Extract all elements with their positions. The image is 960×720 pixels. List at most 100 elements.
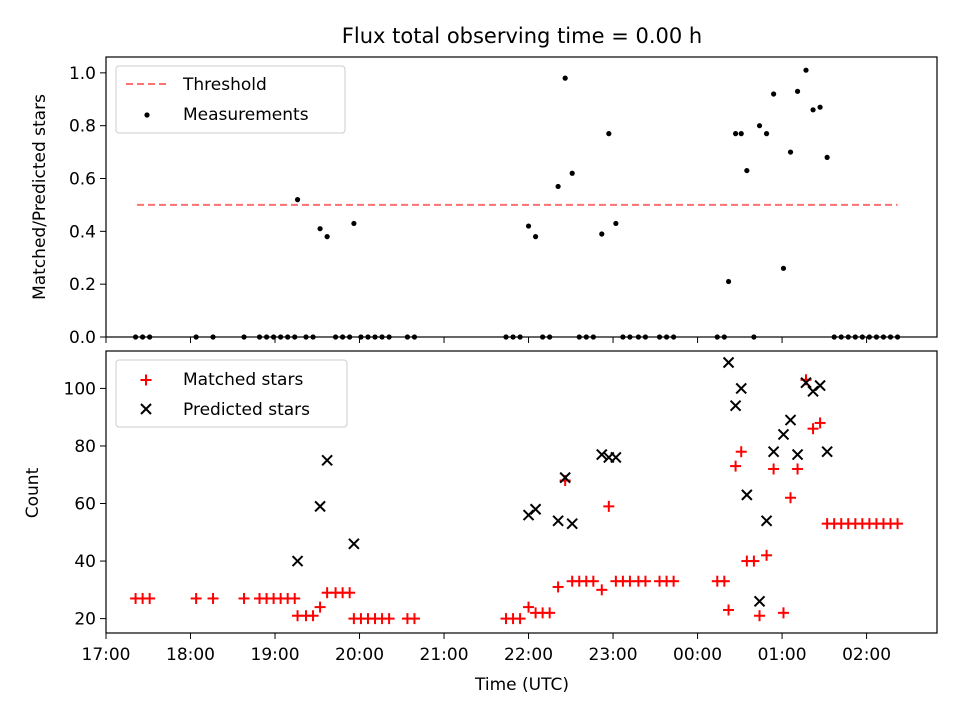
x-tick-label: 21:00 — [420, 645, 469, 665]
measurement-point — [351, 220, 357, 227]
matched-star-point — [777, 607, 789, 619]
predicted-star-point — [814, 379, 826, 392]
y-tick-label: 60 — [74, 495, 96, 515]
matched-star-point — [190, 592, 202, 604]
predicted-star-point — [314, 500, 326, 513]
matched-star-point — [514, 613, 526, 625]
measurement-point — [532, 234, 539, 240]
top-plot-frame — [105, 56, 938, 338]
predicted-star-point — [800, 376, 812, 389]
x-tick-label: 23:00 — [589, 645, 638, 665]
matched-star-point — [718, 575, 730, 587]
legend-predicted-swatch — [140, 403, 152, 415]
measurement-point — [744, 167, 750, 174]
measurement-point — [824, 154, 830, 160]
matched-star-point — [730, 460, 742, 472]
legend-matched-label: Matched stars — [183, 370, 303, 390]
matched-star-point — [785, 492, 797, 504]
x-tick-label: 01:00 — [758, 645, 807, 665]
predicted-star-point — [610, 451, 622, 464]
measurement-point — [810, 107, 816, 113]
matched-star-point — [735, 446, 747, 458]
x-tick-label: 20:00 — [335, 645, 384, 665]
predicted-star-point — [791, 448, 804, 461]
measurement-point — [569, 170, 575, 176]
measurement-point — [525, 223, 532, 229]
legend-predicted-label: Predicted stars — [183, 400, 310, 420]
top-legend: Threshold Measurements — [115, 65, 346, 134]
measurement-point — [562, 75, 568, 81]
y-tick-label: 0.6 — [69, 170, 96, 190]
top-panel-ticks: 0.0 0.2 0.4 0.6 0.8 1.0 — [69, 64, 868, 348]
measurement-point — [317, 226, 323, 232]
matched-star-point — [748, 555, 760, 567]
measurement-point — [794, 88, 801, 94]
x-tick-label: 19:00 — [251, 645, 300, 665]
predicted-star-point — [784, 414, 797, 426]
measurement-point — [555, 183, 561, 190]
predicted-star-point — [559, 471, 571, 484]
top-y-axis-label: Matched/Predicted stars — [30, 94, 50, 300]
matched-star-point — [238, 592, 250, 604]
measurement-point — [725, 278, 732, 285]
predicted-star-point — [321, 454, 333, 467]
measurement-point — [803, 67, 809, 73]
matched-star-point — [587, 575, 599, 587]
matched-star-point — [754, 610, 766, 622]
bottom-y-axis-label: Count — [23, 467, 43, 518]
x-tick-label: 18:00 — [166, 645, 215, 665]
x-axis-label: Time (UTC) — [474, 675, 569, 695]
measurement-point — [732, 131, 739, 137]
x-tick-label: 02:00 — [842, 645, 891, 665]
y-tick-label: 100 — [64, 379, 96, 399]
predicted-star-point — [566, 517, 578, 530]
matched-star-point — [207, 592, 219, 604]
matched-star-point — [307, 610, 319, 622]
matched-star-point — [761, 549, 773, 561]
matched-star-point — [552, 581, 564, 593]
bottom-panel-marks — [130, 356, 904, 625]
matched-star-point — [383, 613, 395, 625]
matched-star-point — [723, 604, 735, 616]
predicted-star-point — [722, 356, 735, 369]
predicted-star-point — [529, 503, 542, 515]
matched-star-point — [639, 575, 651, 587]
predicted-star-point — [552, 515, 564, 527]
x-tick-label: 22:00 — [504, 645, 553, 665]
y-tick-label: 0.8 — [69, 117, 96, 137]
matched-star-point — [768, 463, 780, 475]
predicted-star-point — [753, 595, 766, 608]
matched-star-point — [344, 587, 356, 599]
predicted-star-point — [729, 399, 742, 412]
x-tick-label: 17:00 — [82, 645, 131, 665]
matched-star-point — [892, 518, 904, 530]
chart-title: Flux total observing time = 0.00 h — [342, 24, 702, 48]
bottom-plot-frame — [105, 350, 938, 634]
measurement-point — [763, 131, 770, 137]
measurement-point — [771, 91, 777, 97]
matched-star-point — [544, 607, 556, 619]
matched-star-point — [668, 575, 680, 587]
matched-star-point — [144, 592, 156, 604]
predicted-star-point — [741, 489, 753, 501]
legend-measurements-swatch — [144, 112, 150, 118]
matched-star-point — [408, 613, 420, 625]
measurement-point — [613, 220, 619, 227]
measurement-point — [756, 123, 763, 129]
top-panel: Flux total observing time = 0.00 h 0.00.… — [30, 24, 938, 348]
legend-matched-swatch — [140, 374, 152, 386]
matched-star-point — [807, 423, 819, 435]
y-tick-label: 80 — [74, 437, 96, 457]
measurement-point — [738, 131, 744, 137]
y-tick-label: 0.4 — [69, 222, 96, 242]
y-tick-label: 0.2 — [69, 275, 96, 295]
predicted-star-point — [767, 446, 780, 458]
top-legend-box — [115, 65, 346, 134]
y-tick-label: 1.0 — [69, 64, 96, 84]
matched-star-point — [596, 584, 608, 596]
legend-threshold-label: Threshold — [182, 75, 267, 95]
matched-star-point — [314, 601, 326, 613]
measurement-point — [294, 197, 301, 203]
matched-star-point — [792, 463, 804, 475]
measurement-point — [780, 265, 787, 271]
